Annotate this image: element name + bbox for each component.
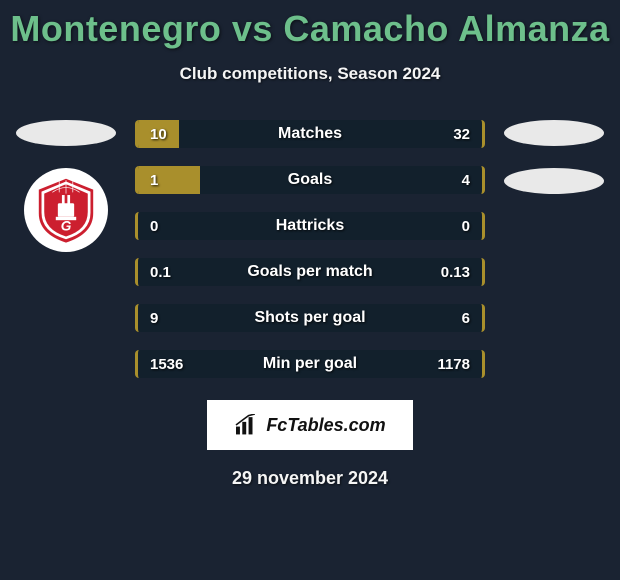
stat-fill-left xyxy=(138,166,200,194)
right-player-column xyxy=(494,120,614,194)
avatar-placeholder xyxy=(504,168,604,194)
stat-label: Matches xyxy=(138,120,482,148)
stat-value-right: 1178 xyxy=(425,350,482,378)
stat-label: Goals per match xyxy=(138,258,482,286)
stat-fill-left xyxy=(138,120,179,148)
svg-text:G: G xyxy=(61,218,72,233)
avatar-placeholder xyxy=(16,120,116,146)
left-player-column: G xyxy=(6,120,126,252)
stat-row: 0.1Goals per match0.13 xyxy=(135,258,485,286)
stats-list: 10Matches32 1Goals4 0Hattricks0 0.1Goals pe… xyxy=(135,120,485,378)
stat-value-right: 0 xyxy=(450,212,482,240)
avatar-placeholder xyxy=(504,120,604,146)
shield-icon: G xyxy=(32,176,100,244)
stat-value-right: 32 xyxy=(441,120,482,148)
team-badge-left: G xyxy=(24,168,108,252)
stat-value-right: 4 xyxy=(450,166,482,194)
stat-value-right: 0.13 xyxy=(429,258,482,286)
subtitle: Club competitions, Season 2024 xyxy=(0,64,620,84)
stat-row: 10Matches32 xyxy=(135,120,485,148)
stat-value-left: 0.1 xyxy=(138,258,183,286)
stat-row: 9Shots per goal6 xyxy=(135,304,485,332)
stat-label: Hattricks xyxy=(138,212,482,240)
stat-row: 1536Min per goal1178 xyxy=(135,350,485,378)
stat-label: Shots per goal xyxy=(138,304,482,332)
stat-value-left: 0 xyxy=(138,212,170,240)
stat-row: 1Goals4 xyxy=(135,166,485,194)
stat-label: Min per goal xyxy=(138,350,482,378)
date-label: 29 november 2024 xyxy=(0,468,620,489)
chart-icon xyxy=(234,414,260,436)
page-title: Montenegro vs Camacho Almanza xyxy=(0,0,620,50)
stat-row: 0Hattricks0 xyxy=(135,212,485,240)
source-logo-badge: FcTables.com xyxy=(207,400,413,450)
stat-value-left: 9 xyxy=(138,304,170,332)
stat-value-right: 6 xyxy=(450,304,482,332)
logo-text: FcTables.com xyxy=(266,415,385,436)
stat-value-left: 1536 xyxy=(138,350,195,378)
comparison-content: G 10Matches32 1Goals4 0Hattricks0 0.1Goals … xyxy=(0,120,620,378)
